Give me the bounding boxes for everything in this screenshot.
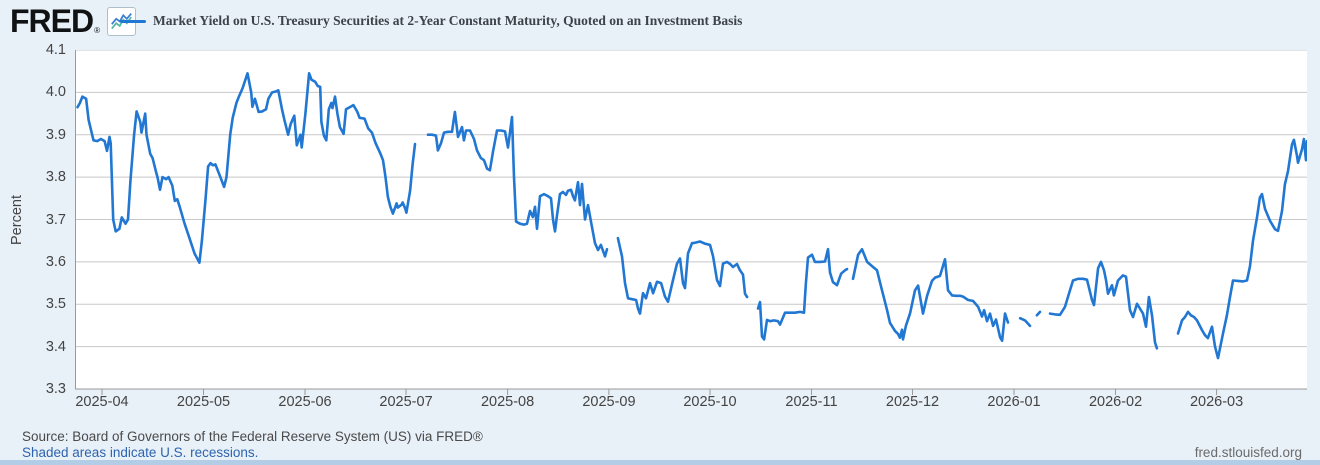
x-axis-tick-label: 2025-07: [379, 394, 433, 410]
x-axis-tick-label: 2026-02: [1088, 394, 1143, 410]
y-axis-tick-label: 4.1: [45, 42, 66, 58]
x-axis-tick-label: 2025-09: [582, 394, 636, 410]
x-axis-tick-label: 2025-05: [176, 394, 231, 410]
registered-trademark-mark: ®: [94, 26, 101, 35]
x-axis-tick-label: 2025-04: [75, 394, 129, 410]
yield-line-segment: [426, 110, 609, 258]
fred-brand: FRED ®: [10, 3, 137, 39]
y-axis-tick-label: 3.7: [45, 211, 66, 228]
fred-site-url: fred.stlouisfed.org: [1194, 445, 1302, 460]
y-axis-tick-label: 4.0: [45, 84, 66, 101]
y-axis-tick-label: 3.6: [45, 253, 66, 270]
y-axis-tick-label: 3.4: [45, 338, 66, 355]
x-axis-tick-label: 2026-01: [987, 394, 1041, 410]
y-axis-tick-label: 3.3: [45, 381, 66, 397]
legend-line-swatch: [120, 19, 146, 23]
x-axis-tick-label: 2025-06: [278, 394, 332, 410]
x-axis-tick-label: 2025-10: [683, 394, 737, 410]
chart-legend: Market Yield on U.S. Treasury Securities…: [120, 13, 742, 29]
yield-line-segment: [756, 247, 849, 341]
x-axis-tick-label: 2025-11: [785, 394, 838, 410]
y-axis-tick-label: 3.8: [45, 169, 66, 186]
source-attribution: Source: Board of Governors of the Federa…: [22, 429, 483, 444]
recessions-note-link[interactable]: Shaded areas indicate U.S. recessions.: [22, 445, 259, 460]
yield-line-segment: [851, 247, 1010, 343]
yield-line-segment: [1035, 310, 1042, 317]
bottom-accent-strip: [0, 460, 1320, 465]
yield-line-segment: [76, 71, 417, 264]
legend-series-label: Market Yield on U.S. Treasury Securities…: [153, 13, 743, 28]
y-axis-tick-label: 3.9: [45, 126, 66, 143]
yield-line-segment: [1018, 316, 1032, 328]
x-axis-tick-labels: 2025-04 2025-05 2025-06 2025-07 2025-08 2025-…: [0, 394, 1320, 414]
x-axis-tick-label: 2025-08: [480, 394, 535, 410]
yield-line-segment: [616, 236, 749, 315]
plot-area[interactable]: [75, 50, 1307, 396]
fred-logo: FRED: [10, 3, 94, 39]
x-axis-tick-label: 2026-03: [1189, 394, 1244, 410]
y-axis-tick-label: 3.5: [45, 296, 66, 313]
yield-line-chart[interactable]: [75, 50, 1307, 396]
x-axis-tick-label: 2025-12: [885, 394, 940, 410]
yield-line-segment: [1048, 260, 1159, 350]
yield-line-segment: [1176, 137, 1307, 360]
